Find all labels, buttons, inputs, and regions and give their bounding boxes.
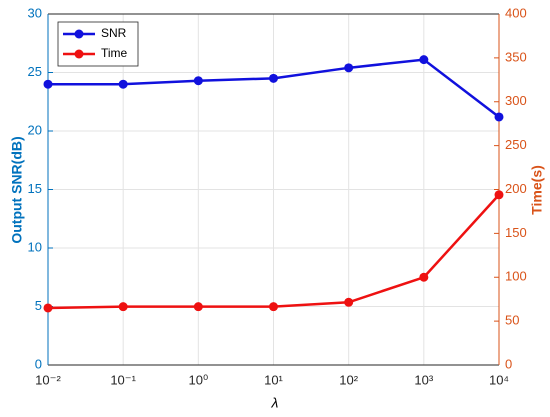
y2-axis-label: Time(s) [529,165,545,215]
point [118,302,128,312]
point [419,272,429,282]
y-tick-label: 30 [28,5,42,20]
x-tick-label: 10³ [414,372,433,387]
y-tick-label: 0 [35,356,42,371]
y2-tick-label: 250 [505,137,527,152]
y2-tick-label: 100 [505,269,527,284]
x-tick-label: 10⁰ [188,372,208,387]
y2-tick-label: 400 [505,5,527,20]
y2-tick-label: 150 [505,225,527,240]
y-tick-label: 5 [35,298,42,313]
y2-tick-label: 200 [505,181,527,196]
point [43,303,53,313]
x-tick-label: 10⁴ [489,372,509,387]
x-axis-label: λ [271,395,279,411]
y-tick-label: 20 [28,122,42,137]
y2-tick-label: 300 [505,93,527,108]
point [494,112,504,122]
x-tick-label: 10⁻¹ [110,372,136,387]
x-tick-label: 10⁻² [35,372,61,387]
point [344,297,354,307]
legend-marker [74,29,84,39]
legend-box [57,21,139,67]
x-tick-label: 10¹ [264,372,283,387]
y-tick-label: 10 [28,239,42,254]
legend-marker [74,49,84,59]
y2-tick-label: 0 [505,356,512,371]
point [118,79,128,89]
y-tick-label: 15 [28,181,42,196]
point [494,190,504,200]
point [269,302,278,312]
y-tick-label: 25 [28,64,42,79]
point [269,73,278,83]
point [193,76,203,86]
point [193,302,203,312]
point [43,79,53,89]
x-tick-label: 10² [339,372,358,387]
y2-tick-label: 50 [505,313,519,328]
legend-label: Time [101,46,128,60]
point [344,63,354,73]
y2-tick-label: 350 [505,49,527,64]
legend-label: SNR [101,26,127,40]
y-axis-label: Output SNR(dB) [9,136,25,243]
point [419,55,429,65]
